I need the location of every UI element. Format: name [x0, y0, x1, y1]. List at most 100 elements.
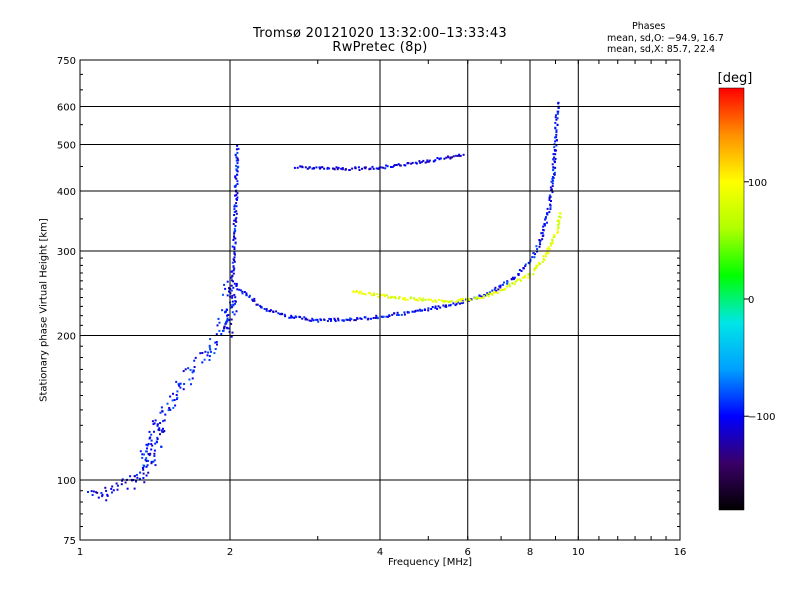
echo-point	[368, 292, 371, 294]
echo-point	[391, 166, 394, 168]
echo-point	[229, 304, 232, 306]
echo-point	[139, 450, 142, 453]
echo-point	[201, 361, 204, 364]
echo-point	[410, 162, 413, 165]
x-axis-label: Frequency [MHz]	[387, 557, 473, 568]
echo-point	[145, 457, 148, 460]
echo-point	[319, 166, 322, 169]
echo-point	[145, 474, 148, 477]
echo-point	[375, 314, 378, 317]
echo-point	[168, 407, 171, 409]
echo-point	[537, 264, 540, 267]
echo-point	[153, 452, 156, 455]
echo-point	[546, 252, 548, 255]
echo-point	[480, 295, 483, 298]
echo-point	[520, 270, 523, 272]
echo-point	[189, 369, 192, 371]
echo-point	[419, 309, 422, 312]
echo-point	[538, 241, 541, 244]
echo-point	[235, 177, 238, 180]
echo-point	[228, 287, 230, 290]
echo-point	[293, 166, 296, 169]
echo-point	[334, 319, 337, 321]
echo-point	[384, 295, 386, 298]
echo-point	[421, 309, 424, 312]
x-tick-label: 8	[527, 547, 533, 558]
echo-point	[447, 156, 450, 159]
echo-point	[233, 219, 236, 222]
grid-lines	[80, 60, 680, 540]
echo-point	[150, 448, 153, 451]
echo-point	[369, 167, 372, 170]
echo-point	[232, 223, 235, 225]
echo-point	[104, 486, 107, 489]
echo-point	[542, 255, 545, 258]
echo-point	[178, 384, 181, 387]
x-tick-label: 6	[465, 547, 471, 558]
echo-point	[161, 410, 164, 413]
echo-point	[356, 290, 358, 293]
echo-point	[557, 226, 560, 229]
echo-point	[231, 300, 234, 303]
echo-point	[293, 316, 296, 319]
echo-point	[187, 367, 190, 370]
echo-point	[167, 409, 170, 412]
echo-point	[233, 248, 236, 250]
echo-point	[469, 299, 472, 302]
echo-point	[367, 317, 370, 320]
echo-point	[290, 314, 293, 317]
echo-point	[320, 319, 323, 322]
echo-point	[209, 338, 212, 341]
echo-point	[235, 156, 238, 159]
echo-point	[220, 333, 223, 335]
echo-point	[150, 460, 153, 463]
echo-point	[145, 460, 148, 463]
echo-point	[457, 299, 460, 302]
echo-point	[153, 459, 156, 462]
echo-point	[557, 110, 560, 113]
echo-point	[236, 192, 239, 195]
echo-point	[188, 378, 191, 381]
echo-point	[548, 248, 551, 251]
echo-point	[374, 317, 377, 319]
echo-point	[199, 352, 202, 355]
echo-point	[424, 161, 427, 164]
echo-point	[235, 193, 238, 196]
echo-point	[382, 166, 385, 169]
echo-point	[241, 290, 244, 293]
echo-point	[236, 162, 239, 165]
echo-point	[503, 281, 505, 284]
echo-point	[496, 292, 499, 294]
echo-point	[414, 298, 416, 301]
colorbar-label: [deg]	[718, 71, 753, 86]
echo-point	[416, 298, 418, 301]
echo-point	[369, 292, 372, 295]
echo-point	[487, 292, 490, 295]
echo-point	[462, 298, 464, 300]
echo-point	[337, 317, 340, 320]
echo-point	[483, 295, 486, 298]
echo-point	[236, 144, 239, 147]
echo-point	[91, 494, 94, 496]
echo-point	[488, 291, 491, 294]
echo-point	[460, 300, 463, 303]
echo-point	[455, 301, 458, 303]
echo-point	[544, 217, 547, 220]
echo-point	[277, 312, 280, 315]
y-tick-label: 100	[57, 476, 76, 487]
echo-point	[558, 222, 561, 225]
echo-point	[232, 304, 235, 307]
y-tick-label: 500	[57, 141, 76, 152]
echo-point	[234, 241, 237, 244]
echo-point	[418, 160, 421, 163]
echo-point	[550, 180, 553, 183]
echo-point	[415, 162, 418, 165]
echo-point	[179, 386, 182, 389]
echo-point	[554, 116, 557, 119]
echo-point	[517, 273, 520, 275]
echo-point	[448, 301, 450, 303]
echo-point	[232, 280, 234, 283]
echo-point	[158, 429, 161, 432]
echo-point	[152, 460, 155, 463]
echo-point	[551, 182, 554, 185]
